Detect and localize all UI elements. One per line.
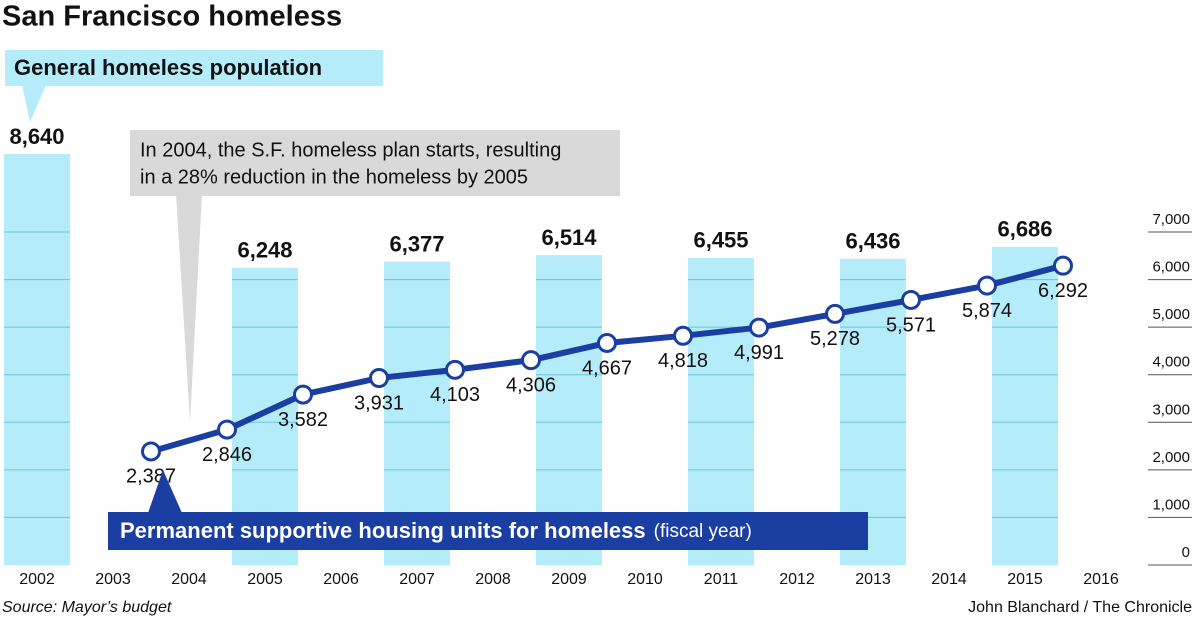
x-tick-label: 2002 [19,571,55,588]
annotation: in a 28% reduction in the homeless by 20… [140,166,528,188]
y-tick-label: 6,000 [1152,259,1190,276]
y-tick-label: 4,000 [1152,354,1190,371]
x-tick-label: 2005 [247,571,283,588]
point [445,359,465,380]
point [825,303,845,324]
legend-label: General homeless population [14,55,322,80]
point-value-label: 4,306 [506,374,556,396]
point-value-label: 5,874 [962,300,1012,322]
x-tick-label: 2015 [1007,571,1043,588]
legend-qualifier: (fiscal year) [654,521,752,542]
point-value-label: 2,846 [202,444,252,466]
point [673,325,693,346]
x-tick-label: 2003 [95,571,131,588]
bar-value-label: 6,436 [845,229,900,254]
point [597,332,617,353]
bar [4,153,70,566]
chart-title: San Francisco homeless [2,1,342,33]
legend-box [108,512,868,550]
point [1053,255,1073,276]
point [369,367,389,388]
y-tick-label: 0 [1182,544,1190,561]
bar-value-label: 8,640 [9,124,64,149]
y-tick-label: 5,000 [1152,306,1190,323]
point-value-label: 6,292 [1038,280,1088,302]
point [977,275,997,296]
point [901,289,921,310]
legend-box [5,50,383,86]
y-tick-label: 7,000 [1152,211,1190,228]
x-tick-label: 2008 [475,571,511,588]
credit: John Blanchard / The Chronicle [968,599,1192,616]
point [521,350,541,371]
legend-name: Permanent supportive housing units for h… [120,518,646,543]
source: Source: Mayor’s budget [2,599,172,616]
x-tick-label: 2009 [551,571,587,588]
bar-value-label: 6,455 [693,228,748,253]
bar-value-label: 6,686 [997,217,1052,242]
annotation-box [130,130,620,196]
point [217,419,237,440]
point-value-label: 4,991 [734,342,784,364]
callout-pointer [22,85,46,122]
point-value-label: 4,103 [430,384,480,406]
annotation: In 2004, the S.F. homeless plan starts, … [140,139,561,161]
point-value-label: 3,582 [278,409,328,431]
y-tick-label: 2,000 [1152,449,1190,466]
x-tick-label: 2006 [323,571,359,588]
bar-value-label: 6,248 [237,238,292,263]
x-tick-label: 2007 [399,571,435,588]
point-value-label: 3,931 [354,392,404,414]
y-tick-label: 3,000 [1152,401,1190,418]
point-value-label: 5,278 [810,328,860,350]
legend-label: Permanent supportive housing units for h… [120,518,752,543]
x-tick-label: 2013 [855,571,891,588]
callout-pointer [148,470,182,513]
x-tick-label: 2004 [171,571,207,588]
point [749,317,769,338]
point-value-label: 4,818 [658,350,708,372]
x-tick-label: 2012 [779,571,815,588]
bar [992,246,1058,565]
point-value-label: 4,667 [582,357,632,379]
bar-value-label: 6,514 [541,225,597,250]
x-tick-label: 2010 [627,571,663,588]
x-tick-label: 2014 [931,571,967,588]
x-tick-label: 2016 [1083,571,1119,588]
callout-pointer [176,194,202,422]
bar-value-label: 6,377 [389,231,444,256]
point-value-label: 5,571 [886,314,936,336]
point [141,441,161,462]
y-tick-label: 1,000 [1152,496,1190,513]
x-tick-label: 2011 [704,571,739,588]
point [293,384,313,405]
